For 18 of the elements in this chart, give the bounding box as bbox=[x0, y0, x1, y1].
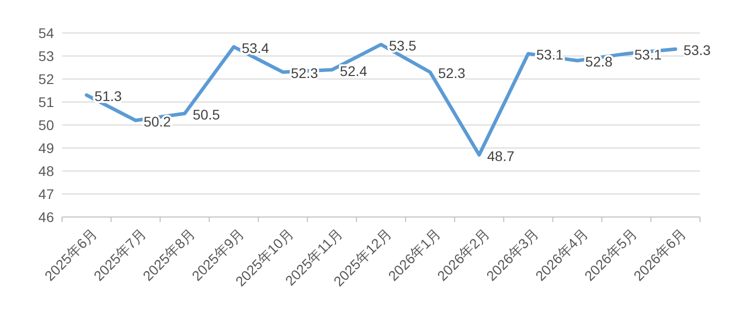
y-tick-label: 53 bbox=[38, 48, 54, 64]
y-tick-label: 54 bbox=[38, 25, 54, 41]
y-tick-label: 49 bbox=[38, 140, 54, 156]
y-tick-label: 52 bbox=[38, 71, 54, 87]
data-label: 53.5 bbox=[389, 38, 416, 54]
data-label: 52.4 bbox=[340, 62, 368, 79]
y-tick-label: 47 bbox=[38, 186, 54, 202]
data-label: 52.3 bbox=[438, 65, 466, 82]
y-tick-label: 48 bbox=[38, 163, 54, 179]
y-tick-label: 50 bbox=[38, 117, 54, 133]
y-tick-label: 46 bbox=[38, 209, 54, 225]
data-label: 50.5 bbox=[192, 106, 220, 122]
data-label: 53.3 bbox=[683, 42, 711, 58]
y-tick-label: 51 bbox=[38, 94, 54, 110]
data-label: 51.3 bbox=[94, 88, 122, 104]
data-label: 53.4 bbox=[242, 40, 270, 56]
data-label: 48.7 bbox=[487, 148, 515, 164]
data-label: 50.2 bbox=[144, 113, 172, 130]
